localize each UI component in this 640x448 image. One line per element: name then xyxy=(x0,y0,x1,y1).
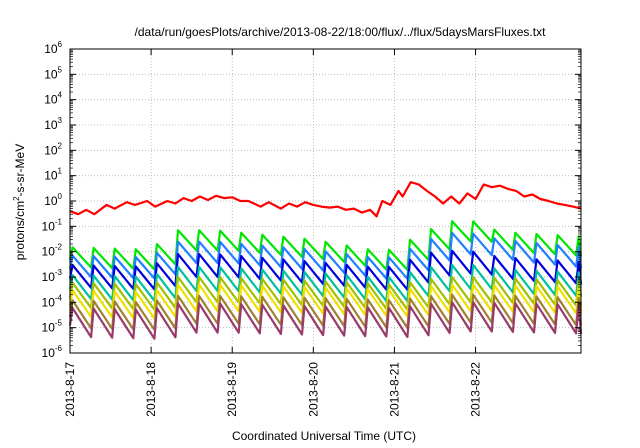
y-tick-label: 105 xyxy=(44,65,62,81)
series-line xyxy=(69,181,582,218)
x-tick-label: 2013-8-19 xyxy=(225,362,239,417)
y-tick-label: 10-5 xyxy=(42,319,63,335)
x-tick-label: 2013-8-17 xyxy=(63,362,77,417)
y-tick-labels: 106 105 104 103 102 101 100 10-1 10-2 10-3 10-4 10-… xyxy=(42,40,63,360)
y-tick-label: 10-3 xyxy=(42,268,63,284)
y-tick-label: 102 xyxy=(44,141,62,157)
y-tick-label: 106 xyxy=(44,40,62,56)
x-tick-label: 2013-8-20 xyxy=(306,362,320,417)
series-line xyxy=(68,301,583,340)
y-tick-label: 10-4 xyxy=(42,293,63,309)
y-tick-label: 10-1 xyxy=(42,217,63,233)
y-tick-label: 10-6 xyxy=(42,344,63,360)
series-group xyxy=(68,181,583,340)
x-tick-label: 2013-8-18 xyxy=(144,362,158,417)
x-axis-label: Coordinated Universal Time (UTC) xyxy=(232,429,416,443)
tick-marks xyxy=(69,48,581,354)
x-tick-labels: 2013-8-17 2013-8-18 2013-8-19 2013-8-20 2013… xyxy=(63,362,483,417)
y-tick-label: 104 xyxy=(44,91,62,107)
y-axis-label: protons/cm2-s-sr-MeV xyxy=(12,144,27,260)
x-tick-label: 2013-8-21 xyxy=(387,362,401,417)
y-tick-label: 100 xyxy=(44,192,62,208)
y-tick-label: 103 xyxy=(44,116,62,132)
y-tick-label: 10-2 xyxy=(42,243,63,259)
chart-title: /data/run/goesPlots/archive/2013-08-22/1… xyxy=(135,25,547,39)
y-tick-label: 101 xyxy=(44,167,62,183)
x-tick-label: 2013-8-22 xyxy=(469,362,483,417)
